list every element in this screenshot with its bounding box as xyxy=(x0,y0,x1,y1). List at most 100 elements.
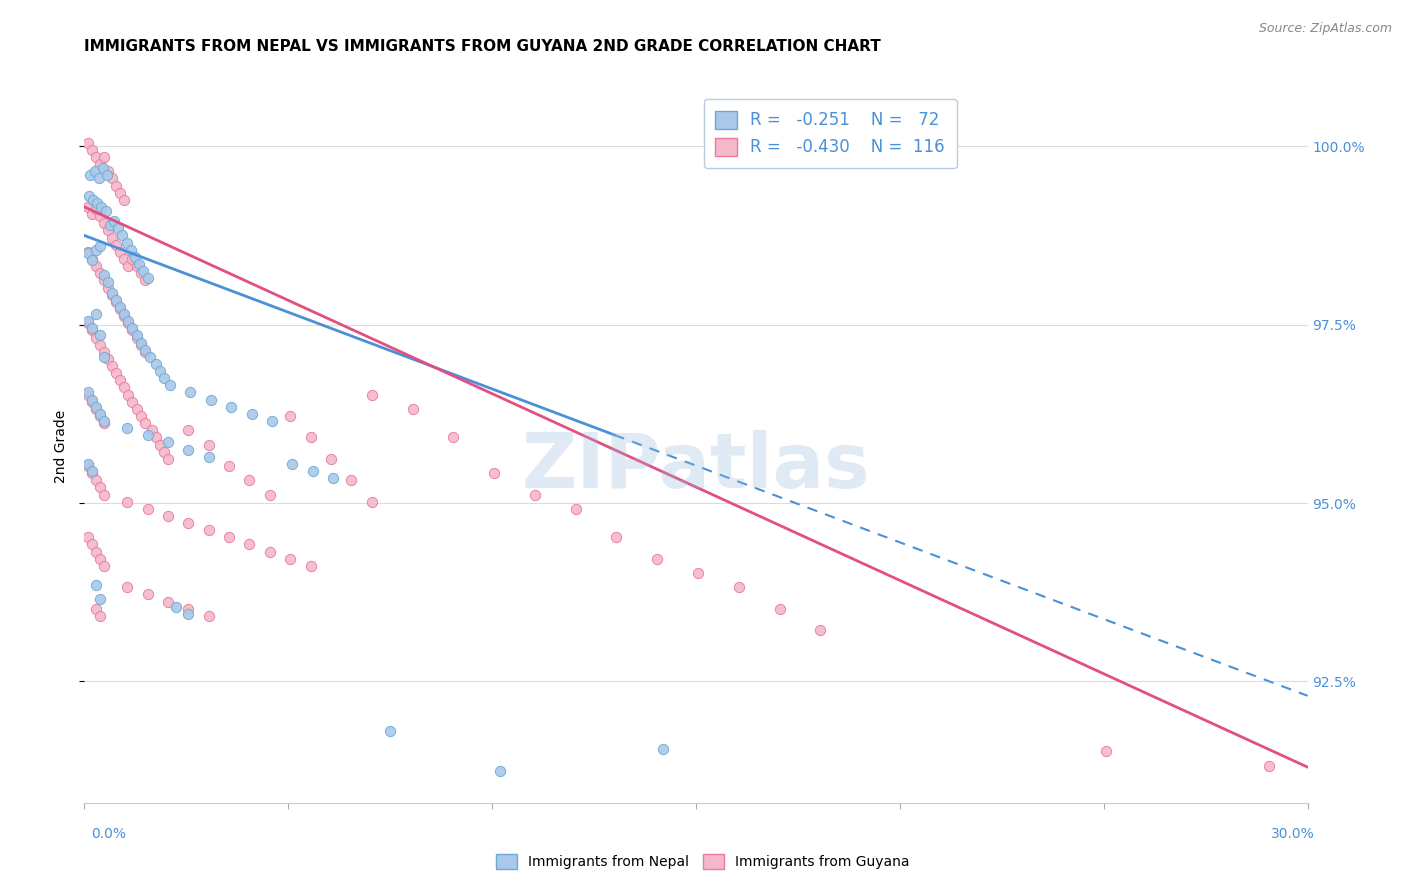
Point xyxy=(401,401,423,416)
Point xyxy=(93,414,115,428)
Point xyxy=(107,221,129,235)
Point xyxy=(110,373,132,387)
Point xyxy=(115,235,138,250)
Point xyxy=(259,487,281,501)
Point xyxy=(197,437,219,451)
Point xyxy=(125,259,148,273)
Point xyxy=(80,392,103,407)
Point xyxy=(76,385,98,400)
Point xyxy=(76,530,98,544)
Point xyxy=(125,401,148,416)
Point xyxy=(76,244,98,259)
Point xyxy=(84,578,107,592)
Point xyxy=(89,266,111,280)
Point xyxy=(83,164,105,178)
Point xyxy=(219,400,242,414)
Point xyxy=(134,273,156,287)
Point xyxy=(101,359,124,373)
Point xyxy=(523,487,546,501)
Point xyxy=(89,407,111,421)
Point xyxy=(89,551,111,566)
Point xyxy=(281,457,304,471)
Point xyxy=(105,237,128,252)
Point xyxy=(156,594,179,608)
Point xyxy=(278,409,301,423)
Point xyxy=(128,257,150,271)
Point xyxy=(145,357,167,371)
Point xyxy=(117,387,139,401)
Point xyxy=(80,323,103,337)
Point xyxy=(652,742,675,756)
Point xyxy=(97,275,120,289)
Point xyxy=(165,599,187,614)
Point xyxy=(93,268,115,282)
Point xyxy=(1094,744,1116,758)
Point xyxy=(260,414,283,428)
Point xyxy=(112,193,135,207)
Point xyxy=(97,280,120,294)
Point xyxy=(200,392,222,407)
Point xyxy=(489,764,512,778)
Point xyxy=(80,252,103,266)
Point xyxy=(115,494,138,508)
Point xyxy=(110,186,132,200)
Point xyxy=(299,430,322,444)
Point xyxy=(136,271,159,285)
Point xyxy=(96,168,118,182)
Point xyxy=(197,608,219,623)
Point xyxy=(105,294,128,309)
Point xyxy=(121,323,143,337)
Point xyxy=(686,566,709,580)
Point xyxy=(97,164,120,178)
Point xyxy=(121,252,143,266)
Point xyxy=(101,171,124,186)
Point xyxy=(278,551,301,566)
Point xyxy=(89,209,111,223)
Point xyxy=(97,351,120,366)
Point xyxy=(129,409,152,423)
Point xyxy=(129,266,152,280)
Point xyxy=(179,385,201,400)
Point xyxy=(87,171,110,186)
Point xyxy=(319,451,342,466)
Point xyxy=(89,409,111,423)
Point xyxy=(86,196,108,211)
Point xyxy=(1257,758,1279,772)
Point xyxy=(82,193,104,207)
Point xyxy=(645,551,668,566)
Point xyxy=(564,501,586,516)
Point xyxy=(79,168,101,182)
Point xyxy=(153,371,176,385)
Point xyxy=(76,458,98,473)
Point xyxy=(84,243,107,257)
Point xyxy=(727,580,749,594)
Point xyxy=(112,252,135,266)
Point xyxy=(177,516,200,530)
Point xyxy=(89,608,111,623)
Point xyxy=(156,508,179,523)
Point xyxy=(177,601,200,615)
Point xyxy=(156,451,179,466)
Point xyxy=(110,244,132,259)
Point xyxy=(132,264,155,278)
Point xyxy=(84,202,107,216)
Point xyxy=(77,189,100,203)
Point xyxy=(84,150,107,164)
Point xyxy=(115,580,138,594)
Point xyxy=(105,366,128,380)
Point xyxy=(103,214,125,228)
Point xyxy=(80,466,103,480)
Point xyxy=(84,330,107,344)
Point xyxy=(101,285,124,300)
Point xyxy=(153,444,176,458)
Point xyxy=(93,344,115,359)
Point xyxy=(124,250,146,264)
Point xyxy=(84,401,107,416)
Point xyxy=(360,494,382,508)
Point xyxy=(149,437,172,451)
Point xyxy=(76,200,98,214)
Text: Source: ZipAtlas.com: Source: ZipAtlas.com xyxy=(1258,22,1392,36)
Point xyxy=(80,394,103,409)
Point xyxy=(94,203,117,218)
Point xyxy=(76,316,98,330)
